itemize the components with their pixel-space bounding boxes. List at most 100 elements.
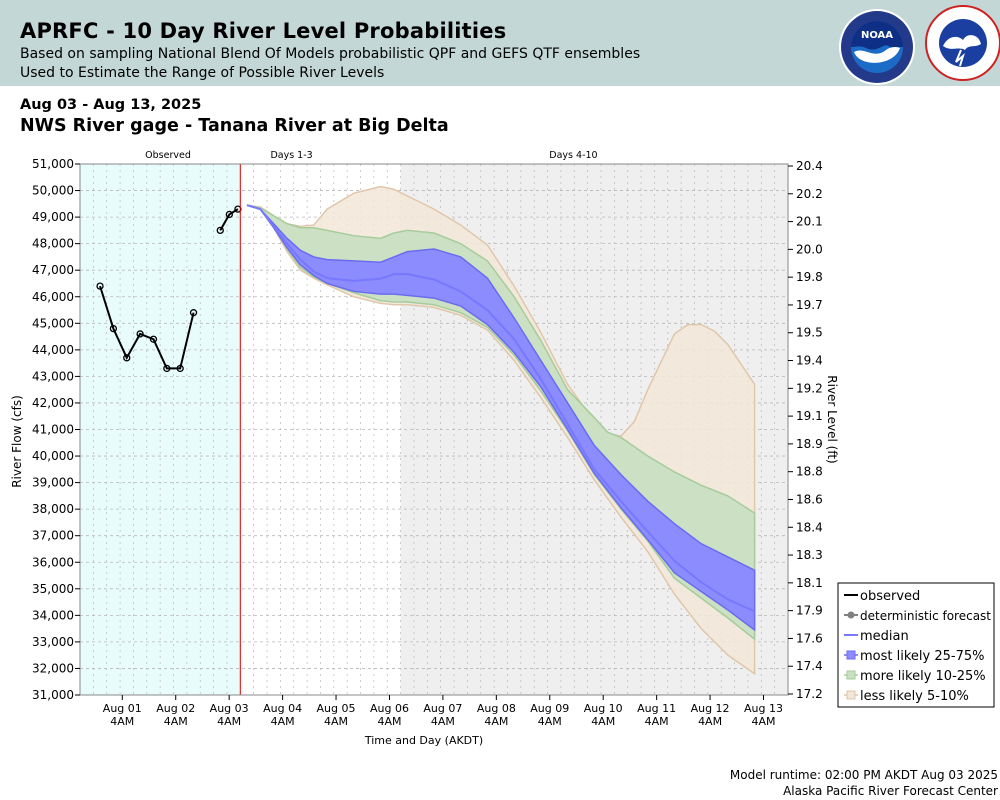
axes: 31,000 32,000 33,000 34,000 35,000 36,000 37,0… — [10, 157, 839, 747]
ytick-right-label: 18.8 — [796, 465, 823, 479]
xtick-label: Aug 12 — [691, 702, 730, 715]
ytick-label: 50,000 — [32, 184, 74, 198]
noaa-logo: NOAA — [839, 9, 915, 85]
region-label: Days 1-3 — [270, 150, 312, 161]
xtick-label: Aug 13 — [744, 702, 783, 715]
probability-bands — [246, 185, 756, 676]
ytick-right-label: 18.6 — [796, 492, 823, 506]
band-most-likely — [246, 204, 756, 632]
legend-box — [837, 582, 995, 708]
observed-point — [234, 205, 242, 213]
legend-label-less_likely: less likely 5-10% — [860, 689, 969, 704]
legend-swatch-most_likely — [846, 650, 856, 660]
legend-label-most_likely: most likely 25-75% — [860, 649, 984, 664]
legend-label-deterministic: deterministic forecast — [860, 609, 991, 623]
observed-point — [189, 309, 198, 317]
observed-point — [216, 226, 224, 235]
xtick-sublabel: 4AM — [484, 715, 508, 728]
xtick-label: Aug 08 — [477, 702, 516, 715]
y-axis-right-title: River Level (ft) — [825, 375, 839, 463]
y-axis-title: River Flow (cfs) — [10, 395, 24, 488]
ytick-right-label: 18.1 — [796, 576, 823, 590]
xtick-sublabel: 4AM — [431, 715, 455, 728]
xtick-label: Aug 10 — [584, 702, 623, 715]
ytick-right-label: 18.9 — [796, 437, 823, 451]
nws-logo — [925, 5, 1000, 81]
observed-point — [163, 364, 171, 373]
ytick-label: 38,000 — [32, 502, 74, 516]
xtick-label: Aug 04 — [263, 702, 302, 715]
noaa-logo-text: NOAA — [861, 30, 893, 41]
ytick-label: 33,000 — [32, 635, 74, 649]
ytick-label: 45,000 — [32, 316, 74, 330]
ytick-label: 40,000 — [32, 449, 74, 463]
ytick-label: 39,000 — [32, 476, 74, 490]
ytick-label: 47,000 — [32, 263, 74, 277]
xtick-label: Aug 02 — [156, 702, 195, 715]
forecast-center: Alaska Pacific River Forecast Center — [783, 784, 998, 798]
date-range: Aug 03 - Aug 13, 2025 — [20, 97, 202, 113]
model-runtime: Model runtime: 02:00 PM AKDT Aug 03 2025 — [729, 768, 998, 782]
ytick-label: 34,000 — [32, 608, 74, 622]
ytick-label: 51,000 — [32, 157, 74, 171]
ytick-label: 41,000 — [32, 423, 74, 437]
legend: observed deterministic forecast median most… — [837, 582, 995, 708]
xtick-sublabel: 4AM — [645, 715, 669, 728]
ytick-label: 35,000 — [32, 582, 74, 596]
observed-point — [123, 354, 131, 362]
xtick-sublabel: 4AM — [591, 715, 615, 728]
page-subtitle-1: Based on sampling National Blend Of Mode… — [20, 46, 641, 62]
ytick-label: 48,000 — [32, 237, 74, 251]
observed-point — [109, 324, 118, 333]
ytick-right-label: 19.4 — [796, 354, 823, 368]
ytick-right-label: 20.1 — [796, 215, 823, 229]
ytick-label: 49,000 — [32, 210, 74, 224]
ytick-right-label: 20.0 — [796, 242, 823, 256]
xtick-label: Aug 01 — [103, 702, 142, 715]
xtick-label: Aug 07 — [423, 702, 462, 715]
xtick-sublabel: 4AM — [164, 715, 188, 728]
ytick-label: 42,000 — [32, 396, 74, 410]
xtick-label: Aug 05 — [317, 702, 356, 715]
ytick-right-label: 20.2 — [796, 187, 823, 201]
observed-point — [136, 330, 144, 338]
series-lines — [96, 204, 756, 613]
x-axis-title: Time and Day (AKDT) — [364, 734, 483, 747]
xtick-sublabel: 4AM — [698, 715, 722, 728]
xtick-label: Aug 06 — [370, 702, 409, 715]
legend-label-observed: observed — [860, 589, 920, 604]
xtick-label: Aug 03 — [210, 702, 249, 715]
ytick-right-label: 17.9 — [796, 604, 823, 618]
header-banner: APRFC - 10 Day River Level Probabilities… — [0, 0, 1000, 86]
observed-line — [99, 285, 195, 370]
region-label: Days 4-10 — [549, 150, 597, 161]
ytick-right-label: 18.4 — [796, 520, 823, 534]
ytick-right-label: 17.4 — [796, 659, 823, 673]
ytick-label: 36,000 — [32, 555, 74, 569]
xtick-label: Aug 09 — [530, 702, 569, 715]
ytick-label: 31,000 — [32, 688, 74, 702]
page-title: APRFC - 10 Day River Level Probabilities — [20, 19, 507, 43]
observed-point — [225, 210, 233, 219]
page-subtitle-2: Used to Estimate the Range of Possible R… — [20, 65, 385, 81]
observed-point — [96, 282, 104, 290]
ytick-label: 44,000 — [32, 343, 74, 357]
ytick-right-label: 17.2 — [796, 687, 823, 701]
xtick-sublabel: 4AM — [752, 715, 776, 728]
region-label: Observed — [145, 150, 191, 161]
ytick-right-label: 19.8 — [796, 270, 823, 284]
ytick-right-label: 18.3 — [796, 548, 823, 562]
river-chart: Observed Days 1-3 Days 4-10 31,000 32,000 33… — [10, 150, 995, 747]
xtick-sublabel: 4AM — [217, 715, 241, 728]
ytick-right-label: 17.6 — [796, 631, 823, 645]
xtick-label: Aug 11 — [637, 702, 676, 715]
median-line — [246, 204, 756, 613]
gage-title: NWS River gage - Tanana River at Big Del… — [20, 116, 449, 136]
ytick-label: 43,000 — [32, 369, 74, 383]
legend-swatch-less_likely — [846, 690, 856, 700]
ytick-label: 37,000 — [32, 529, 74, 543]
observed-point — [149, 335, 158, 343]
ytick-label: 46,000 — [32, 290, 74, 304]
xtick-sublabel: 4AM — [538, 715, 562, 728]
ytick-right-label: 19.7 — [796, 298, 823, 312]
